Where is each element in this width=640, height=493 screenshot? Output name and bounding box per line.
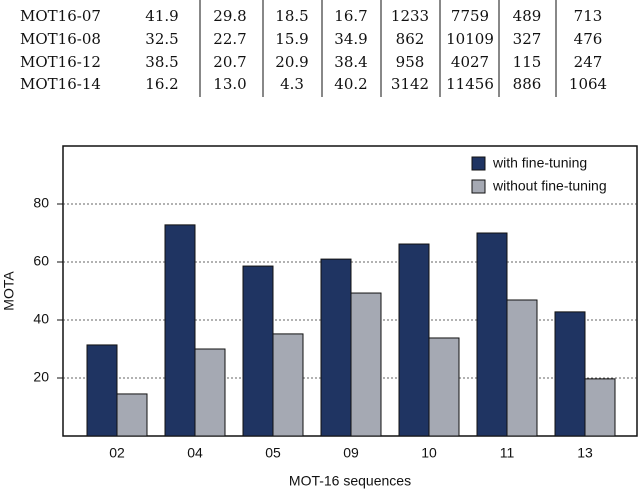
legend-label: with fine-tuning xyxy=(492,155,587,171)
table-cell: 16.7 xyxy=(334,7,367,25)
bar xyxy=(350,292,382,437)
y-tick-label: 20 xyxy=(33,369,49,385)
table-cell: 1233 xyxy=(391,7,429,25)
table-cell: 476 xyxy=(574,30,603,48)
x-tick-label: 09 xyxy=(343,445,359,461)
table-cell: 886 xyxy=(513,75,542,93)
table-cell: 1064 xyxy=(569,75,607,93)
bar xyxy=(116,393,148,437)
table-cell: 115 xyxy=(513,53,542,71)
bar xyxy=(272,333,304,437)
bar xyxy=(428,337,460,437)
bar xyxy=(398,243,430,437)
row-label: MOT16-12 xyxy=(20,53,101,71)
bar xyxy=(164,224,196,437)
legend-label: without fine-tuning xyxy=(492,178,607,194)
table-cell: 38.4 xyxy=(334,53,367,71)
bar xyxy=(194,348,226,437)
bar xyxy=(242,265,274,437)
x-tick-label: 11 xyxy=(500,445,515,461)
table-cell: 4.3 xyxy=(280,75,304,93)
y-tick-label: 40 xyxy=(33,311,49,327)
row-label: MOT16-07 xyxy=(20,7,101,25)
row-label: MOT16-14 xyxy=(20,75,101,93)
table-cell: 40.2 xyxy=(334,75,367,93)
table-cell: 7759 xyxy=(451,7,489,25)
bar xyxy=(476,232,508,437)
bar xyxy=(320,258,352,437)
table-cell: 13.0 xyxy=(213,75,246,93)
table-cell: 489 xyxy=(513,7,542,25)
table-cell: 3142 xyxy=(391,75,429,93)
y-tick-label: 60 xyxy=(33,253,49,269)
table-cell: 15.9 xyxy=(275,30,308,48)
table-cell: 11456 xyxy=(446,75,494,93)
table-cell: 713 xyxy=(574,7,603,25)
table-cell: 327 xyxy=(513,30,542,48)
results-table: MOT16-07 41.9 29.8 18.5 16.7 1233 7759 489 713 MO… xyxy=(20,0,607,97)
bar xyxy=(86,344,118,437)
table-cell: 22.7 xyxy=(213,30,246,48)
table-cell: 29.8 xyxy=(213,7,246,25)
x-tick-label: 05 xyxy=(265,445,281,461)
y-axis-label: MOTA xyxy=(1,271,17,311)
table-cell: 862 xyxy=(396,30,425,48)
table-cell: 20.9 xyxy=(275,53,308,71)
table-cell: 32.5 xyxy=(145,30,178,48)
table-cell: 16.2 xyxy=(145,75,178,93)
x-tick-label: 02 xyxy=(109,445,125,461)
bar xyxy=(554,311,586,437)
bar xyxy=(506,299,538,437)
table-cell: 20.7 xyxy=(213,53,246,71)
table-cell: 41.9 xyxy=(145,7,178,25)
table-cell: 10109 xyxy=(446,30,494,48)
table-cell: 34.9 xyxy=(334,30,367,48)
table-cell: 38.5 xyxy=(145,53,178,71)
table-cell: 958 xyxy=(396,53,425,71)
x-axis-label: MOT-16 sequences xyxy=(289,473,411,489)
legend-swatch xyxy=(471,179,486,194)
table-cell: 247 xyxy=(574,53,603,71)
table-cell: 18.5 xyxy=(275,7,308,25)
legend-swatch xyxy=(471,156,486,171)
row-label: MOT16-08 xyxy=(20,30,101,48)
x-tick-label: 13 xyxy=(577,445,593,461)
table-cell: 4027 xyxy=(451,53,489,71)
x-tick-label: 10 xyxy=(421,445,437,461)
y-tick-label: 80 xyxy=(33,195,49,211)
bar xyxy=(584,378,616,437)
x-tick-label: 04 xyxy=(187,445,203,461)
